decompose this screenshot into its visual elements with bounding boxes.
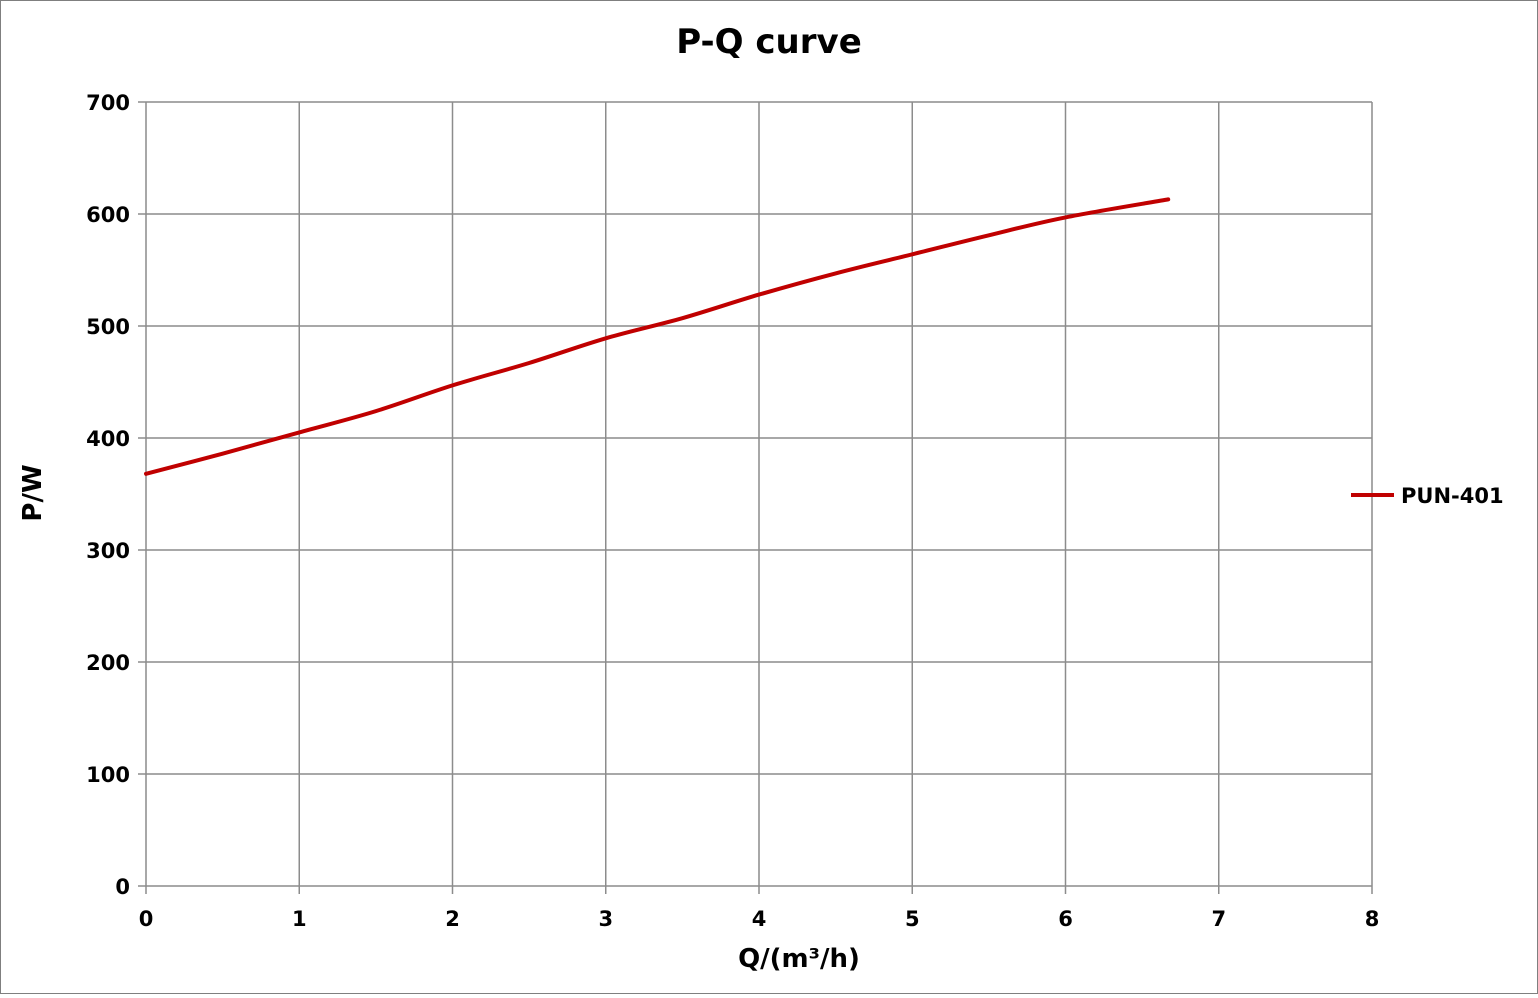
x-tick-label: 3	[598, 907, 613, 931]
y-tick-label: 600	[86, 203, 130, 227]
x-axis-label: Q/(m³/h)	[738, 944, 860, 974]
x-tick-label: 1	[292, 907, 307, 931]
y-tick-labels: 0 100 200 300 400 500 600 700	[86, 91, 130, 899]
y-tick-label: 500	[86, 315, 130, 339]
x-tick-label: 0	[139, 907, 154, 931]
gridlines	[146, 101, 1373, 886]
x-tick-label: 5	[905, 907, 920, 931]
x-tick-label: 6	[1058, 907, 1073, 931]
series-lines	[144, 197, 1171, 476]
y-tick-label: 200	[86, 651, 130, 675]
legend: PUN-401	[1351, 484, 1504, 508]
x-tick-label: 7	[1211, 907, 1226, 931]
legend-label: PUN-401	[1401, 484, 1504, 508]
x-tick-label: 8	[1365, 907, 1380, 931]
series-line-pun-401	[144, 197, 1171, 476]
chart-title: P-Q curve	[676, 22, 862, 62]
axes	[138, 101, 1373, 894]
y-tick-label: 700	[86, 91, 130, 115]
y-tick-label: 100	[86, 763, 130, 787]
x-tick-labels: 0 1 2 3 4 5 6 7 8	[139, 907, 1380, 931]
y-tick-label: 400	[86, 427, 130, 451]
y-axis-label: P/W	[18, 464, 48, 521]
x-tick-label: 4	[752, 907, 767, 931]
x-tick-label: 2	[445, 907, 460, 931]
y-tick-label: 300	[86, 539, 130, 563]
y-tick-label: 0	[115, 875, 130, 899]
